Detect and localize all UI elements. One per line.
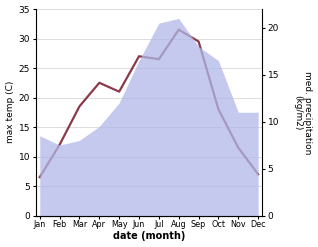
Y-axis label: med. precipitation
(kg/m2): med. precipitation (kg/m2)	[293, 71, 313, 154]
Y-axis label: max temp (C): max temp (C)	[5, 81, 15, 144]
X-axis label: date (month): date (month)	[113, 231, 185, 242]
